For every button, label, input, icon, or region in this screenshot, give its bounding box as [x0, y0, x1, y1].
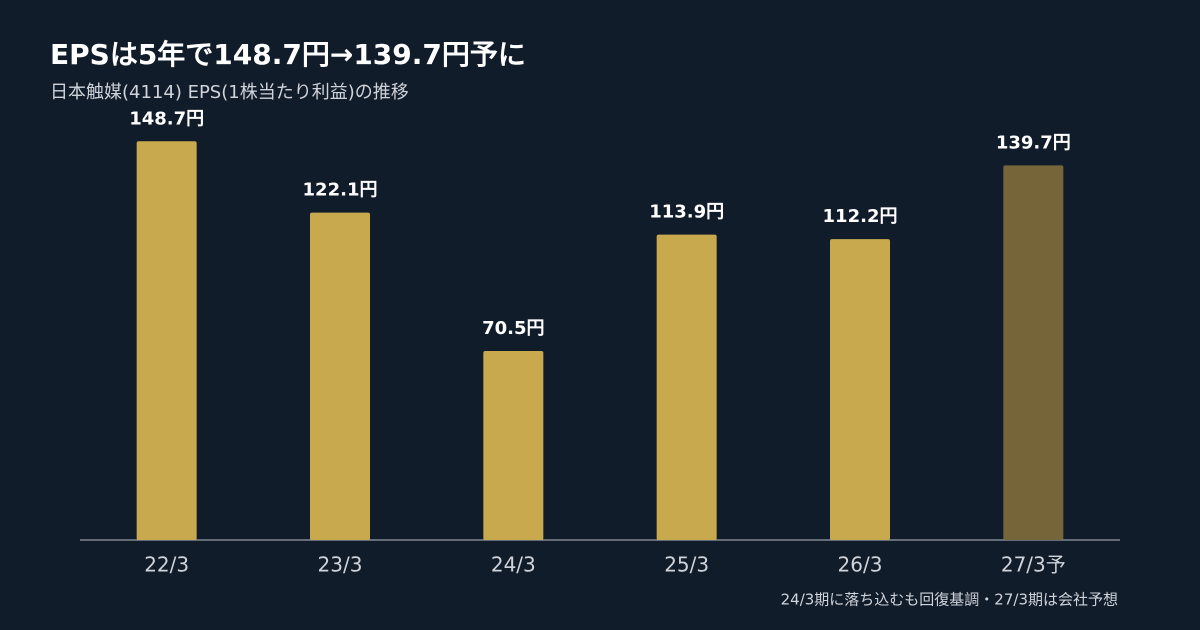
x-tick-label: 23/3 [318, 553, 363, 577]
annotation: 24/3期に落ち込むも回復基調・27/3期は会社予想 [781, 591, 1118, 609]
x-tick-label: 27/3予 [1001, 553, 1066, 577]
value-label: 113.9円 [649, 202, 724, 223]
bar [310, 212, 370, 540]
value-label: 70.5円 [482, 318, 544, 339]
bar [483, 350, 544, 540]
x-tick-label: 25/3 [664, 553, 709, 577]
x-tick-label: 26/3 [838, 553, 883, 577]
chart-title: EPSは5年で148.7円→139.7円予に [50, 38, 526, 71]
bar [1003, 165, 1064, 540]
x-tick-label: 22/3 [144, 553, 189, 577]
value-label: 112.2円 [823, 206, 898, 227]
x-tick-label: 24/3 [491, 553, 536, 577]
value-label: 122.1円 [303, 180, 378, 201]
bar [830, 239, 890, 540]
chart-subtitle: 日本触媒(4114) EPS(1株当たり利益)の推移 [50, 82, 409, 103]
value-label: 139.7円 [996, 132, 1071, 153]
bar [136, 141, 197, 540]
bar [656, 234, 717, 540]
value-label: 148.7円 [129, 108, 204, 129]
